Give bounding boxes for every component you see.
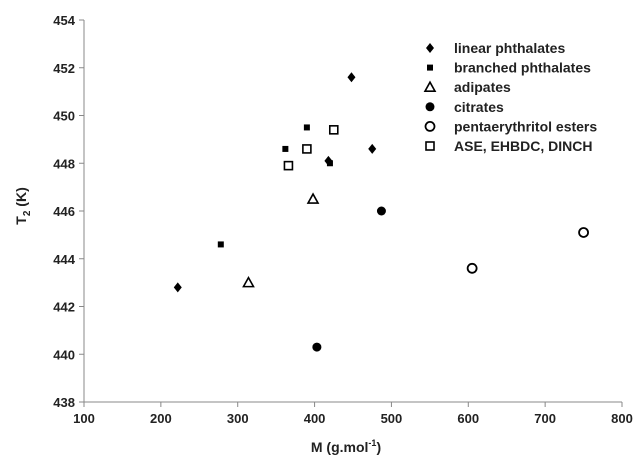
legend-marker (427, 64, 433, 71)
legend-label: ASE, EHBDC, DINCH (454, 138, 592, 154)
x-tick-label: 400 (304, 411, 326, 426)
y-tick-label: 444 (53, 252, 75, 267)
data-point (282, 145, 289, 152)
y-axis: 438 440 442 444 446 448 450 452 454 (53, 13, 84, 410)
y-axis-title: T2 (K) (13, 187, 33, 224)
data-point (328, 125, 339, 135)
legend-label: linear phthalates (454, 40, 565, 56)
x-tick-label: 500 (381, 411, 403, 426)
y-tick-label: 442 (53, 300, 75, 315)
legend-marker (425, 102, 435, 112)
data-point (578, 227, 589, 238)
data-point (283, 160, 294, 171)
y-tick-label: 448 (53, 156, 75, 171)
x-tick-label: 700 (534, 411, 556, 426)
data-point (302, 144, 312, 154)
data-point (326, 160, 333, 167)
legend-marker (425, 141, 435, 151)
x-tick-label: 100 (73, 411, 95, 426)
data-point (466, 262, 478, 274)
legend-label: adipates (454, 79, 511, 95)
legend-label: pentaerythritol esters (454, 118, 597, 134)
y-tick-label: 440 (53, 347, 75, 362)
data-points (173, 72, 589, 352)
data-point (303, 124, 310, 131)
x-axis-title: M (g.mol-1) (311, 438, 381, 455)
data-point (312, 342, 322, 352)
y-tick-label: 452 (53, 61, 75, 76)
y-tick-label: 438 (53, 395, 75, 410)
data-point (242, 275, 255, 288)
y-tick-label: 446 (53, 204, 75, 219)
x-axis: 100 200 300 400 500 600 700 800 (73, 402, 633, 426)
y-tick-label: 450 (53, 109, 75, 124)
y-tick-label: 454 (53, 13, 75, 28)
x-tick-label: 200 (150, 411, 172, 426)
legend-marker (424, 121, 436, 132)
data-point (306, 192, 320, 204)
data-point (368, 143, 377, 154)
data-point (173, 282, 182, 293)
legend-label: branched phthalates (454, 60, 591, 76)
legend-marker (423, 80, 437, 92)
x-tick-label: 300 (227, 411, 249, 426)
x-tick-label: 800 (611, 411, 633, 426)
legend: linear phthalates branched phthalates adip… (423, 40, 597, 154)
data-point (347, 72, 356, 83)
data-point (376, 206, 386, 216)
legend-marker (426, 43, 434, 53)
legend-label: citrates (454, 99, 504, 115)
x-tick-label: 600 (457, 411, 479, 426)
data-point (217, 241, 224, 248)
